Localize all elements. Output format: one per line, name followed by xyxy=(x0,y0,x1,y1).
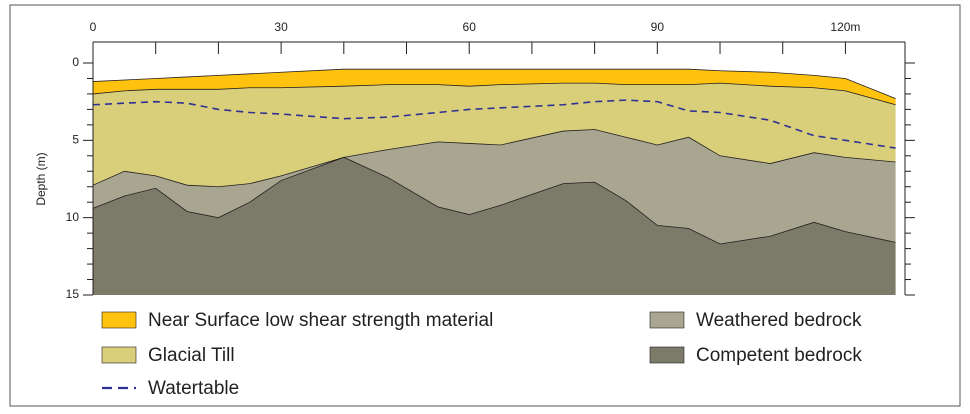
legend-label: Competent bedrock xyxy=(696,345,862,366)
y-axis-label: Depth (m) xyxy=(34,152,48,205)
x-tick-label: 90 xyxy=(651,20,665,34)
legend-label: Near Surface low shear strength material xyxy=(148,310,493,331)
legend-swatch xyxy=(650,312,684,328)
legend-label: Watertable xyxy=(148,378,239,399)
chart: Depth (m) 0 30 60 90 120m 0 5 10 15 Near Surface … xyxy=(0,0,970,414)
y-tick-label: 5 xyxy=(72,133,79,147)
y-tick-label: 0 xyxy=(72,55,79,69)
legend-swatch xyxy=(102,347,136,363)
x-tick-label: 30 xyxy=(274,20,288,34)
legend-label: Weathered bedrock xyxy=(696,310,862,331)
legend-label: Glacial Till xyxy=(148,345,235,366)
x-tick-label: 0 xyxy=(90,20,97,34)
x-tick-label: 60 xyxy=(463,20,477,34)
legend-swatch xyxy=(650,347,684,363)
y-tick-label: 15 xyxy=(66,287,80,301)
x-tick-label: 120m xyxy=(830,20,860,34)
y-tick-label: 10 xyxy=(66,210,80,224)
legend-swatch xyxy=(102,312,136,328)
